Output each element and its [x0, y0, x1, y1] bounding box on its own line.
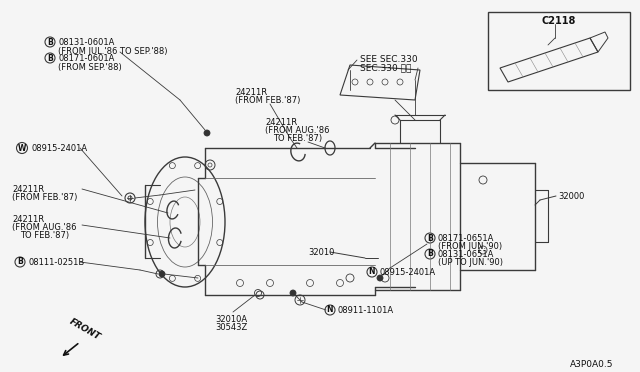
Text: B: B	[47, 38, 53, 46]
Text: 32000: 32000	[558, 192, 584, 201]
Text: C2118: C2118	[542, 16, 576, 26]
Text: 08915-2401A: 08915-2401A	[380, 268, 436, 277]
Text: (FROM AUG.'86: (FROM AUG.'86	[12, 223, 77, 232]
Text: (FROM FEB.'87): (FROM FEB.'87)	[12, 193, 77, 202]
Text: 24211R: 24211R	[265, 118, 297, 127]
Text: (FROM JUL.'86 TO SEP.'88): (FROM JUL.'86 TO SEP.'88)	[58, 47, 168, 56]
Bar	[488, 12, 630, 90]
Text: 24211R: 24211R	[12, 185, 44, 194]
Text: A3P0A0.5: A3P0A0.5	[570, 360, 614, 369]
Text: (FROM AUG.'86: (FROM AUG.'86	[265, 126, 330, 135]
Text: TO FEB.'87): TO FEB.'87)	[273, 134, 322, 143]
Text: 08915-2401A: 08915-2401A	[31, 144, 87, 153]
Text: FRONT: FRONT	[68, 317, 102, 342]
Text: 08111-0251B: 08111-0251B	[28, 258, 84, 267]
Text: W: W	[18, 144, 26, 153]
Text: (FROM JUN.'90): (FROM JUN.'90)	[438, 242, 502, 251]
Circle shape	[204, 130, 210, 136]
Text: (FROM SEP.'88): (FROM SEP.'88)	[58, 63, 122, 72]
Text: SEC.330 参照: SEC.330 参照	[360, 63, 412, 72]
Text: 08171-0651A: 08171-0651A	[438, 234, 494, 243]
Text: 08131-0601A: 08131-0601A	[58, 38, 115, 47]
Text: N: N	[327, 305, 333, 314]
Text: 08131-0651A: 08131-0651A	[438, 250, 494, 259]
Text: 08911-1101A: 08911-1101A	[338, 306, 394, 315]
Text: B: B	[47, 54, 53, 62]
Circle shape	[377, 275, 383, 281]
Text: TO FEB.'87): TO FEB.'87)	[20, 231, 69, 240]
Text: B: B	[427, 250, 433, 259]
Text: 32010A: 32010A	[215, 315, 247, 324]
Circle shape	[159, 271, 165, 277]
Text: N: N	[369, 267, 375, 276]
Text: 24211R: 24211R	[12, 215, 44, 224]
Text: 32010: 32010	[308, 248, 334, 257]
Text: 08171-0601A: 08171-0601A	[58, 54, 115, 63]
Text: 24211R: 24211R	[235, 88, 267, 97]
Text: 30543Z: 30543Z	[215, 323, 247, 332]
Text: (UP TO JUN.'90): (UP TO JUN.'90)	[438, 258, 503, 267]
Text: B: B	[427, 234, 433, 243]
Text: (FROM FEB.'87): (FROM FEB.'87)	[235, 96, 300, 105]
Text: B: B	[17, 257, 23, 266]
Circle shape	[290, 290, 296, 296]
Text: SEE SEC.330: SEE SEC.330	[360, 55, 418, 64]
